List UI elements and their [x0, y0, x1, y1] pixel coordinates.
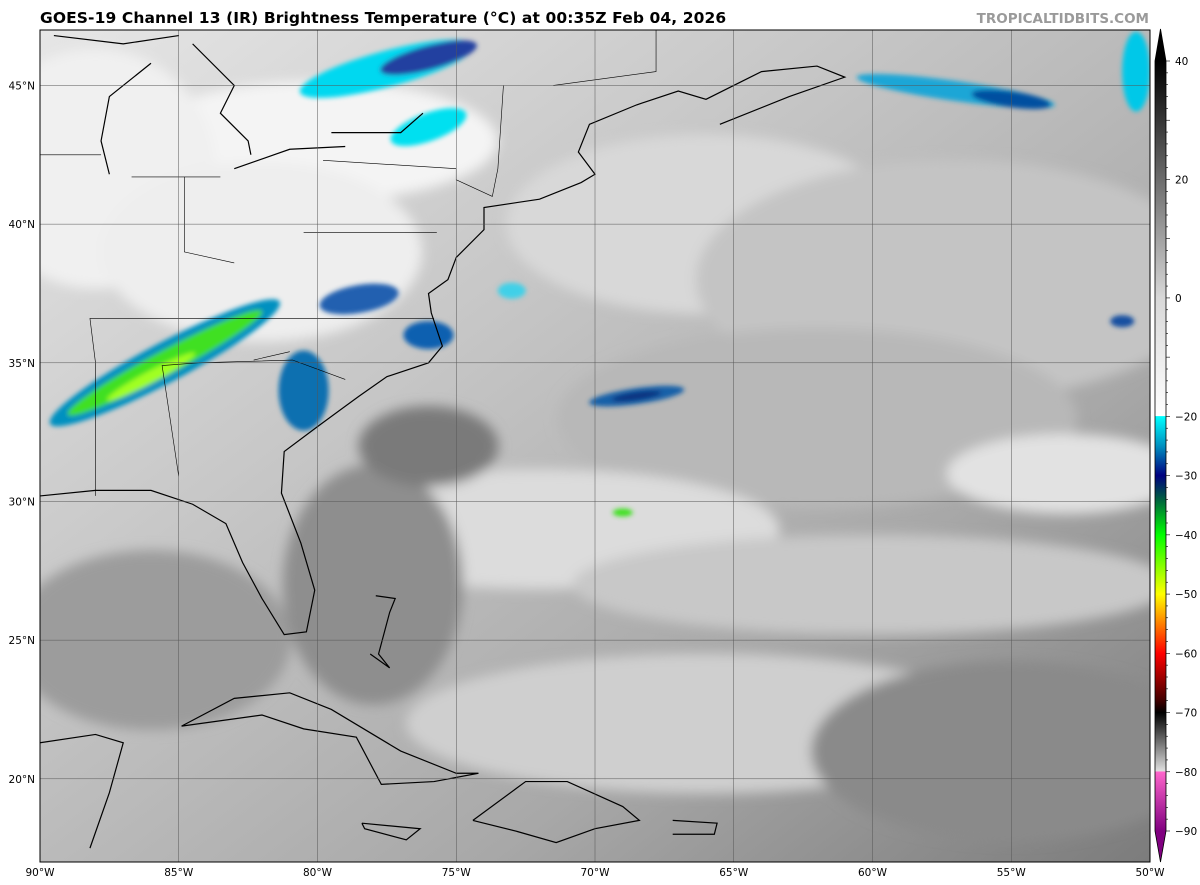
- lon-tick-label: 55°W: [997, 867, 1027, 879]
- coastline: [181, 692, 479, 785]
- coastlines: [40, 30, 847, 849]
- state-border: [553, 30, 657, 86]
- lat-tick-label: 20°N: [9, 774, 35, 786]
- colorbar-extend-bottom: [1155, 831, 1166, 862]
- cloud-field: [811, 661, 1150, 842]
- coastline: [369, 595, 397, 669]
- gridlines: [40, 30, 1150, 862]
- lat-tick-label: 45°N: [9, 80, 35, 92]
- cold-cloud-top: [612, 508, 633, 517]
- colorbar: 40 20 0 −20 −30 −40 −50 −60 −70 −80 −90: [1154, 28, 1197, 863]
- state-border: [184, 176, 235, 264]
- lon-tick-label: 75°W: [442, 867, 472, 879]
- colorbar-tick-label: −30: [1175, 471, 1197, 483]
- cold-cloud-top: [1122, 31, 1150, 112]
- lat-tick-label: 35°N: [9, 358, 35, 370]
- colorbar-tick-label: 20: [1175, 174, 1188, 186]
- lon-tick-label: 65°W: [719, 867, 749, 879]
- colorbar-tick-label: −40: [1175, 530, 1197, 542]
- coastline: [192, 43, 252, 155]
- map-title: GOES-19 Channel 13 (IR) Brightness Tempe…: [40, 9, 727, 27]
- coastline: [472, 780, 641, 844]
- cloud-field: [557, 328, 1077, 509]
- colorbar-tick-label: −60: [1175, 648, 1197, 660]
- colorbar-tick-label: 40: [1175, 56, 1188, 68]
- coastline: [672, 819, 718, 835]
- coastline: [234, 145, 346, 170]
- lon-tick-label: 50°W: [1136, 867, 1166, 879]
- state-border: [323, 85, 504, 197]
- coastline: [53, 34, 179, 45]
- colorbar-gradient: [1155, 61, 1166, 831]
- cold-cloud-top: [278, 350, 329, 431]
- cloud-field: [358, 406, 499, 486]
- cold-cloud-top: [380, 40, 477, 76]
- coastline: [361, 822, 422, 841]
- lat-tick-label: 25°N: [9, 635, 35, 647]
- lon-tick-label: 80°W: [303, 867, 333, 879]
- lon-tick-label: 85°W: [164, 867, 194, 879]
- state-border: [89, 318, 435, 496]
- coastline: [40, 65, 847, 636]
- lon-tick-label: 90°W: [26, 867, 56, 879]
- cold-cloud-top: [1110, 315, 1135, 328]
- colorbar-tick-label: −70: [1175, 708, 1197, 720]
- cold-cloud-top: [390, 108, 467, 147]
- lat-tick-label: 30°N: [9, 496, 35, 508]
- coastline: [331, 112, 424, 134]
- colorbar-tick-label: −90: [1175, 826, 1197, 838]
- colorbar-tick-label: 0: [1175, 293, 1182, 305]
- coastline: [40, 733, 124, 849]
- watermark: TROPICALTIDBITS.COM: [976, 11, 1149, 27]
- colorbar-extend-top: [1155, 29, 1166, 61]
- cloud-field: [572, 534, 1150, 635]
- cold-cloud-top: [319, 283, 399, 315]
- cold-cloud-top: [403, 321, 454, 350]
- colorbar-tick-label: −50: [1175, 589, 1197, 601]
- cold-cloud-top: [497, 282, 526, 299]
- coastline: [100, 62, 152, 175]
- colorbar-tick-label: −80: [1175, 767, 1197, 779]
- cloud-field: [946, 433, 1150, 514]
- lon-tick-label: 70°W: [581, 867, 611, 879]
- map-frame: [39, 29, 1151, 863]
- state-border: [253, 351, 290, 361]
- cloud-field: [283, 464, 463, 705]
- lat-tick-label: 40°N: [9, 219, 35, 231]
- cold-cloud-top: [611, 390, 662, 402]
- colorbar-tick-label: −20: [1175, 411, 1197, 423]
- lon-tick-label: 60°W: [858, 867, 888, 879]
